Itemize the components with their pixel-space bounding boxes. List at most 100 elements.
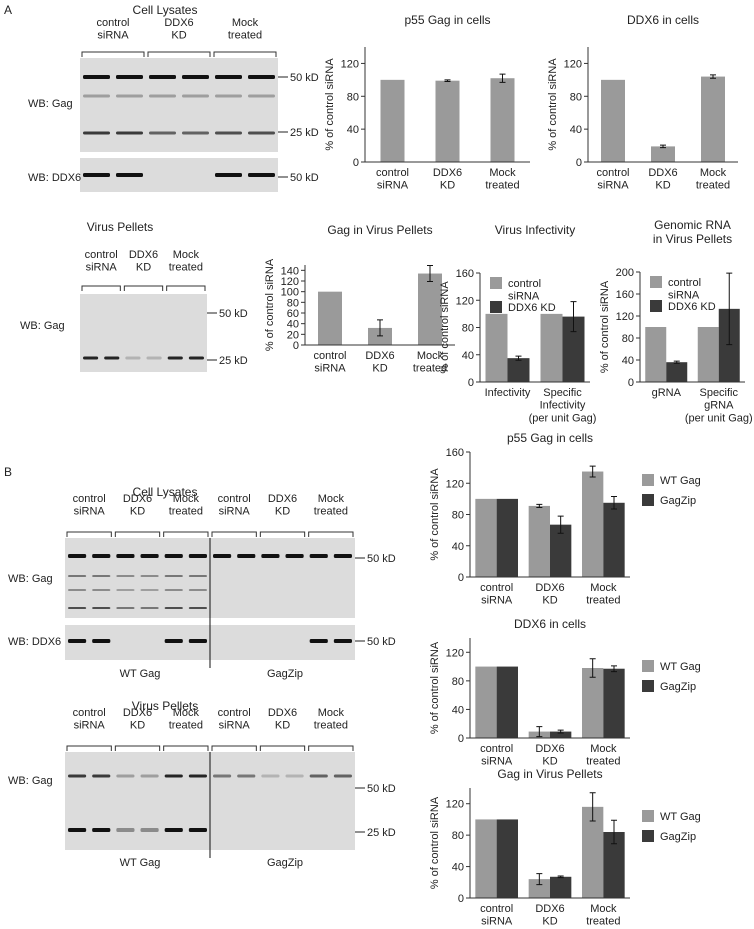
text-line: Mock xyxy=(590,903,617,915)
construct-label: GagZip xyxy=(267,668,303,680)
x-tick-label: Mock treated xyxy=(586,903,620,928)
bar xyxy=(603,502,625,577)
marker-label: 25 kD xyxy=(219,355,248,367)
x-tick-label: gRNA xyxy=(652,387,682,399)
y-tick-label: 80 xyxy=(347,91,359,103)
text-line: treated xyxy=(169,262,203,274)
band xyxy=(182,131,209,135)
legend-swatch xyxy=(642,830,654,842)
bar xyxy=(697,327,719,382)
x-tick-label: control siRNA xyxy=(376,167,409,192)
text-line: Mock xyxy=(173,707,200,719)
band xyxy=(68,589,87,591)
bracket xyxy=(308,745,354,751)
bracket xyxy=(66,531,112,537)
marker-label: 50 kD xyxy=(290,72,319,84)
band xyxy=(248,173,275,177)
y-tick-label: 80 xyxy=(452,510,464,522)
text-line: in Virus Pellets xyxy=(653,232,732,246)
bar xyxy=(603,832,625,898)
text-line: siRNA xyxy=(86,262,118,274)
x-tick-label: Mock treated xyxy=(485,167,519,192)
text-line: treated xyxy=(169,720,203,732)
error-bar xyxy=(557,515,564,534)
band xyxy=(215,173,242,177)
text-line: KD xyxy=(372,363,387,375)
band xyxy=(188,639,207,643)
legend-label: WT Gag xyxy=(660,475,701,487)
text-line: siRNA xyxy=(74,720,106,732)
bar xyxy=(475,819,497,898)
text-line: control xyxy=(313,350,346,362)
band xyxy=(140,554,159,558)
text-line: Mock xyxy=(700,167,727,179)
y-tick-label: 0 xyxy=(353,157,359,169)
bracket xyxy=(81,51,145,57)
x-tick-label: DDX6 KD xyxy=(648,167,677,192)
band xyxy=(92,554,111,558)
text-line: (per unit Gag) xyxy=(529,412,597,424)
text-line: DDX6 xyxy=(365,350,394,362)
x-tick-label: control siRNA xyxy=(596,167,629,192)
x-tick-label: Mock treated xyxy=(586,582,620,607)
blot xyxy=(80,58,278,152)
text-line: siRNA xyxy=(74,506,106,518)
y-tick-label: 40 xyxy=(452,862,464,874)
band xyxy=(140,607,159,609)
y-tick-label: 100 xyxy=(281,287,299,299)
band xyxy=(116,828,135,832)
legend-swatch xyxy=(642,474,654,486)
text-line: control xyxy=(480,903,513,915)
error-bar xyxy=(589,658,596,678)
bar xyxy=(485,313,508,382)
group-label: control siRNA xyxy=(73,493,106,518)
legend-label: WT Gag xyxy=(660,811,701,823)
legend-swatch xyxy=(490,301,502,313)
y-tick-label: 0 xyxy=(468,377,474,389)
bar xyxy=(603,668,625,738)
text-line: control xyxy=(85,249,118,261)
band xyxy=(140,589,159,591)
y-tick-label: 0 xyxy=(576,157,582,169)
axes xyxy=(469,788,630,899)
bar xyxy=(562,316,585,382)
blot-title: Cell Lysates xyxy=(133,3,198,17)
text-line: siRNA xyxy=(97,30,129,42)
y-axis-label: % of control siRNA xyxy=(429,468,441,561)
bracket xyxy=(213,51,277,57)
bracket xyxy=(163,745,209,751)
bracket xyxy=(211,531,257,537)
text-line: Mock xyxy=(590,743,617,755)
group-label: control siRNA xyxy=(96,17,129,42)
text-line: siRNA xyxy=(219,720,251,732)
band xyxy=(188,607,207,609)
row-label: WB: Gag xyxy=(8,573,53,585)
band xyxy=(188,554,207,558)
bar xyxy=(528,505,550,577)
y-tick-label: 40 xyxy=(287,319,299,331)
text-line: siRNA xyxy=(219,506,251,518)
error-bar xyxy=(499,73,506,83)
text-line: control xyxy=(73,493,106,505)
legend-swatch xyxy=(642,810,654,822)
error-bar xyxy=(536,503,543,508)
x-tick-label: control siRNA xyxy=(480,743,513,768)
text-line: control xyxy=(96,17,129,29)
band xyxy=(92,575,111,577)
bracket xyxy=(259,745,306,751)
bar xyxy=(496,498,518,577)
y-tick-label: 40 xyxy=(622,355,634,367)
text-line: KD xyxy=(275,720,290,732)
band xyxy=(213,774,232,778)
row-label: WB: DDX6 xyxy=(8,636,61,648)
y-tick-label: 80 xyxy=(452,830,464,842)
text-line: KD xyxy=(542,756,557,768)
band xyxy=(285,774,304,778)
band xyxy=(92,774,111,778)
bar xyxy=(418,273,442,345)
text-line: gRNA xyxy=(704,400,734,412)
band xyxy=(237,554,256,558)
band xyxy=(92,607,111,609)
band xyxy=(149,94,176,98)
text-line: control xyxy=(508,278,541,290)
